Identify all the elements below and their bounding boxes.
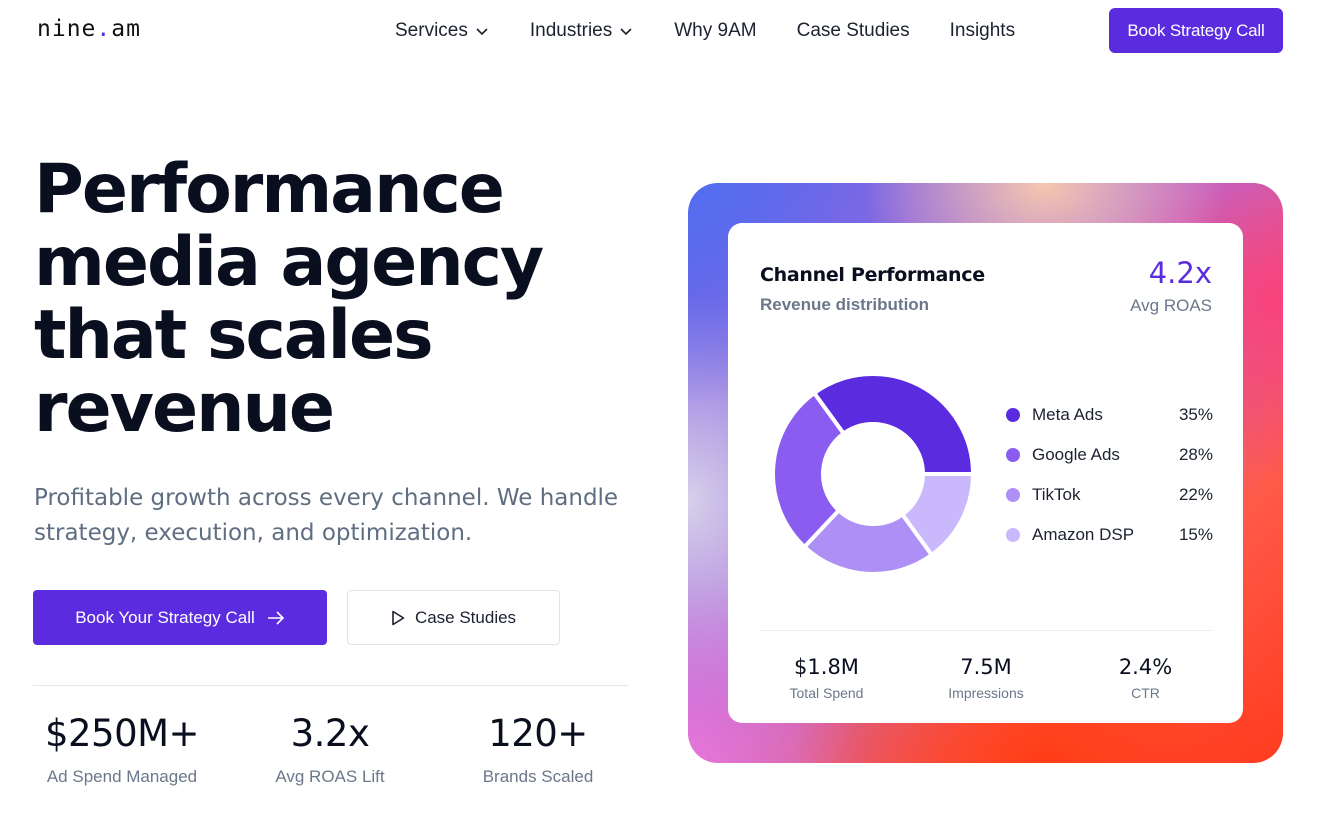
book-your-strategy-call-button[interactable]: Book Your Strategy Call: [33, 590, 327, 645]
stat-impressions: 7.5M Impressions: [948, 655, 1024, 701]
nav-item-case-studies[interactable]: Case Studies: [796, 20, 910, 41]
card-title: Channel Performance: [760, 264, 985, 286]
legend-item: Meta Ads 35%: [1006, 395, 1213, 435]
divider: [760, 630, 1212, 631]
legend-item: Amazon DSP 15%: [1006, 515, 1213, 555]
divider: [33, 685, 628, 686]
main-nav: Services Industries Why 9AM Case Studies…: [395, 0, 1055, 62]
donut-slice-google-ads: [771, 390, 847, 550]
nav-item-industries[interactable]: Industries: [530, 20, 634, 42]
stat-roas-lift: 3.2x Avg ROAS Lift: [275, 712, 385, 786]
chevron-down-icon: [476, 28, 488, 36]
hero-visual: Channel Performance Revenue distribution…: [688, 183, 1283, 763]
play-icon: [392, 610, 405, 625]
avg-roas-label: Avg ROAS: [1130, 296, 1212, 315]
hero-title: Performance media agency that scales rev…: [34, 150, 544, 448]
chart-legend: Meta Ads 35% Google Ads 28% TikTok 22% A…: [1006, 395, 1213, 555]
stat-ctr: 2.4% CTR: [1118, 655, 1173, 701]
stat-total-spend: $1.8M Total Spend: [789, 655, 864, 701]
legend-swatch: [1006, 408, 1020, 422]
hero-stats: $250M+ Ad Spend Managed 3.2x Avg ROAS Li…: [33, 712, 633, 787]
legend-swatch: [1006, 528, 1020, 542]
card-stats: $1.8M Total Spend 7.5M Impressions 2.4% …: [760, 655, 1212, 701]
hero-subtitle: Profitable growth across every channel. …: [34, 485, 619, 546]
donut-slice-tiktok: [801, 507, 935, 576]
donut-chart: [771, 372, 976, 576]
avg-roas-value: 4.2x: [1148, 256, 1212, 290]
stat-brands: 120+ Brands Scaled: [482, 712, 594, 786]
channel-performance-card: Channel Performance Revenue distribution…: [728, 223, 1243, 723]
book-strategy-call-button[interactable]: Book Strategy Call: [1109, 8, 1283, 53]
nav-item-insights[interactable]: Insights: [949, 20, 1016, 41]
donut-slice-meta-ads: [811, 372, 976, 476]
legend-item: TikTok 22%: [1006, 475, 1213, 515]
arrow-right-icon: [267, 610, 284, 625]
nav-item-services[interactable]: Services: [395, 20, 490, 42]
legend-item: Google Ads 28%: [1006, 435, 1213, 475]
stat-ad-spend: $250M+ Ad Spend Managed: [44, 712, 200, 786]
donut-slice-amazon-dsp: [899, 472, 976, 558]
card-subtitle: Revenue distribution: [760, 295, 930, 314]
chevron-down-icon: [620, 28, 632, 36]
brand-logo[interactable]: nine.am: [37, 16, 141, 42]
case-studies-button[interactable]: Case Studies: [347, 590, 560, 645]
nav-item-why-9am[interactable]: Why 9AM: [674, 20, 757, 41]
legend-swatch: [1006, 488, 1020, 502]
legend-swatch: [1006, 448, 1020, 462]
